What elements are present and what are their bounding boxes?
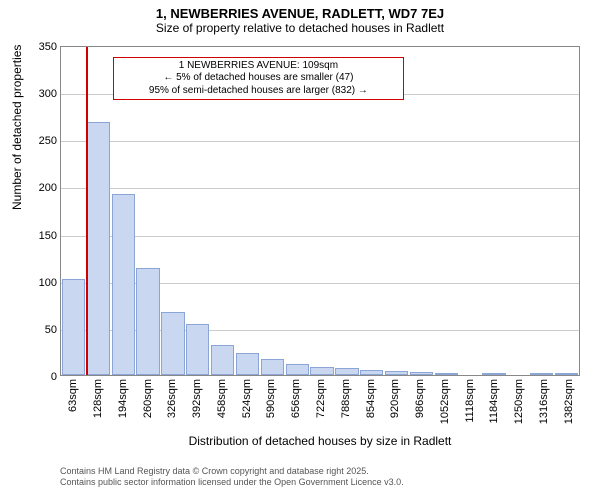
bar <box>136 268 159 375</box>
annotation-line: 95% of semi-detached houses are larger (… <box>118 85 399 98</box>
x-tick-label: 986sqm <box>414 379 426 418</box>
bar <box>261 359 284 375</box>
x-tick-label: 656sqm <box>290 379 302 418</box>
y-tick-label: 350 <box>39 41 57 53</box>
y-tick-label: 50 <box>45 324 57 336</box>
x-tick-label: 590sqm <box>265 379 277 418</box>
x-tick-label: 1184sqm <box>488 379 500 423</box>
bar <box>530 373 553 375</box>
x-tick-label: 128sqm <box>92 379 104 418</box>
x-axis-label: Distribution of detached houses by size … <box>60 434 580 448</box>
x-tick-label: 1052sqm <box>439 379 451 424</box>
x-tick-label: 722sqm <box>315 379 327 418</box>
bar <box>360 370 383 375</box>
bar <box>62 279 85 375</box>
x-tick-label: 194sqm <box>117 379 129 418</box>
x-tick-label: 524sqm <box>241 379 253 418</box>
x-tick-label: 326sqm <box>166 379 178 418</box>
footnote-line-1: Contains HM Land Registry data © Crown c… <box>60 466 404 477</box>
chart-subtitle: Size of property relative to detached ho… <box>0 21 600 39</box>
x-tick-label: 788sqm <box>340 379 352 418</box>
footnote: Contains HM Land Registry data © Crown c… <box>60 466 404 489</box>
reference-line <box>86 47 88 375</box>
y-tick-label: 200 <box>39 182 57 194</box>
bar <box>112 194 135 375</box>
plot-area: 05010015020025030035063sqm128sqm194sqm26… <box>60 46 580 376</box>
bar <box>385 371 408 375</box>
bar <box>236 353 259 375</box>
y-tick-label: 300 <box>39 88 57 100</box>
footnote-line-2: Contains public sector information licen… <box>60 477 404 488</box>
bar <box>335 368 358 375</box>
chart-container: 1, NEWBERRIES AVENUE, RADLETT, WD7 7EJ S… <box>0 0 600 500</box>
bar <box>310 367 333 375</box>
x-tick-label: 63sqm <box>67 379 79 412</box>
annotation-line: ← 5% of detached houses are smaller (47) <box>118 72 399 85</box>
y-tick-label: 250 <box>39 135 57 147</box>
bar <box>211 345 234 375</box>
chart-title: 1, NEWBERRIES AVENUE, RADLETT, WD7 7EJ <box>0 0 600 21</box>
annotation-box: 1 NEWBERRIES AVENUE: 109sqm← 5% of detac… <box>113 57 404 101</box>
x-tick-label: 1316sqm <box>538 379 550 424</box>
y-tick-label: 0 <box>51 371 57 383</box>
x-tick-label: 392sqm <box>191 379 203 418</box>
x-tick-label: 458sqm <box>216 379 228 418</box>
annotation-line: 1 NEWBERRIES AVENUE: 109sqm <box>118 60 399 73</box>
bar <box>482 373 505 375</box>
x-tick-label: 260sqm <box>142 379 154 418</box>
bar <box>555 373 578 375</box>
bar <box>186 324 209 375</box>
y-axis-label: Number of detached properties <box>10 45 24 210</box>
bar <box>286 364 309 375</box>
x-tick-label: 1382sqm <box>563 379 575 424</box>
bar <box>410 372 433 375</box>
bar <box>435 373 458 375</box>
x-tick-label: 854sqm <box>365 379 377 418</box>
bar <box>161 312 184 375</box>
y-tick-label: 150 <box>39 230 57 242</box>
x-tick-label: 1118sqm <box>464 379 476 423</box>
bar <box>87 122 110 375</box>
y-tick-label: 100 <box>39 277 57 289</box>
x-tick-label: 1250sqm <box>513 379 525 424</box>
x-tick-label: 920sqm <box>389 379 401 418</box>
